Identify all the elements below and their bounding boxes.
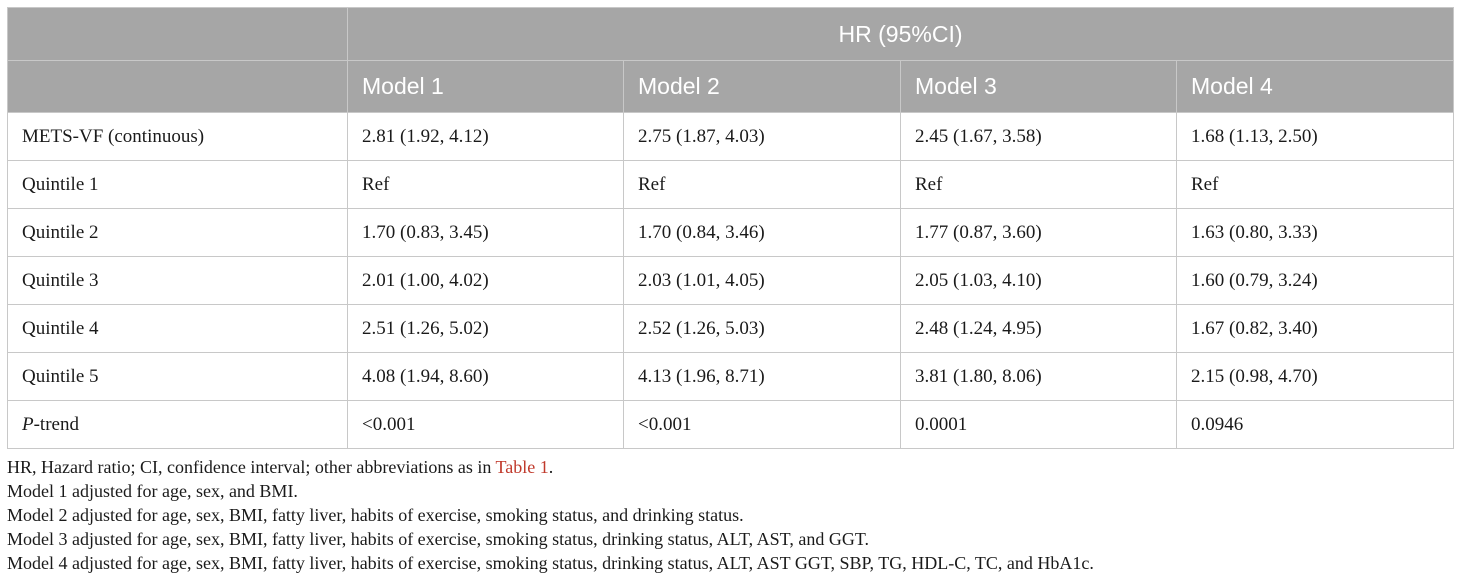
table-cell: Ref: [1175, 160, 1455, 209]
table-1-link[interactable]: Table 1: [495, 457, 549, 477]
table-cell: 1.60 (0.79, 3.24): [1175, 256, 1455, 305]
table-cell: Ref: [623, 160, 901, 209]
model-header-row: Model 1 Model 2 Model 3 Model 4: [7, 60, 1455, 113]
table-cell: 4.13 (1.96, 8.71): [623, 352, 901, 401]
table-cell: 2.81 (1.92, 4.12): [347, 112, 624, 161]
table-cell: 2.52 (1.26, 5.03): [623, 304, 901, 353]
table-body: METS-VF (continuous) 2.81 (1.92, 4.12) 2…: [7, 112, 1455, 449]
table-row: Quintile 2 1.70 (0.83, 3.45) 1.70 (0.84,…: [7, 208, 1455, 257]
footnote-abbreviations: HR, Hazard ratio; CI, confidence interva…: [7, 455, 1453, 479]
ptrend-label-rest: -trend: [33, 413, 79, 435]
row-label: METS-VF (continuous): [7, 112, 348, 161]
table-cell: Ref: [900, 160, 1177, 209]
header-model-1: Model 1: [347, 60, 624, 113]
footnote-model-2: Model 2 adjusted for age, sex, BMI, fatt…: [7, 505, 744, 525]
table-cell: 2.03 (1.01, 4.05): [623, 256, 901, 305]
table-row: Quintile 3 2.01 (1.00, 4.02) 2.03 (1.01,…: [7, 256, 1455, 305]
header-empty-cell: [7, 7, 348, 61]
footnote-abbrev-end: .: [548, 457, 554, 477]
table-cell: 4.08 (1.94, 8.60): [347, 352, 624, 401]
header-model-3: Model 3: [900, 60, 1177, 113]
row-label: Quintile 2: [7, 208, 348, 257]
table-cell: 2.45 (1.67, 3.58): [900, 112, 1177, 161]
table-row: METS-VF (continuous) 2.81 (1.92, 4.12) 2…: [7, 112, 1455, 161]
header-model-4: Model 4: [1175, 60, 1455, 113]
table-cell: 0.0946: [1175, 400, 1455, 449]
table-cell: 1.77 (0.87, 3.60): [900, 208, 1177, 257]
table-cell: 2.05 (1.03, 4.10): [900, 256, 1177, 305]
footnote-model-3: Model 3 adjusted for age, sex, BMI, fatt…: [7, 529, 869, 549]
footnote-model-4: Model 4 adjusted for age, sex, BMI, fatt…: [7, 553, 1094, 573]
table-footnotes: HR, Hazard ratio; CI, confidence interva…: [7, 455, 1453, 575]
table-cell: 1.63 (0.80, 3.33): [1175, 208, 1455, 257]
row-label-ptrend: P-trend: [7, 400, 348, 449]
table-row: Quintile 1 Ref Ref Ref Ref: [7, 160, 1455, 209]
table-cell: 2.51 (1.26, 5.02): [347, 304, 624, 353]
table-cell: 2.48 (1.24, 4.95): [900, 304, 1177, 353]
table-cell: 3.81 (1.80, 8.06): [900, 352, 1177, 401]
table-cell: 1.68 (1.13, 2.50): [1175, 112, 1455, 161]
table-cell: 2.01 (1.00, 4.02): [347, 256, 624, 305]
row-label: Quintile 1: [7, 160, 348, 209]
table-row: Quintile 5 4.08 (1.94, 8.60) 4.13 (1.96,…: [7, 352, 1455, 401]
ptrend-italic-p: P: [22, 413, 34, 435]
table-cell: 1.67 (0.82, 3.40): [1175, 304, 1455, 353]
table-cell: 2.15 (0.98, 4.70): [1175, 352, 1455, 401]
table-cell: Ref: [347, 160, 624, 209]
table-header: HR (95%CI) Model 1 Model 2 Model 3 Model…: [7, 7, 1455, 113]
table-cell: <0.001: [347, 400, 624, 449]
table-cell: 2.75 (1.87, 4.03): [623, 112, 901, 161]
table-cell: <0.001: [623, 400, 901, 449]
table-row: Quintile 4 2.51 (1.26, 5.02) 2.52 (1.26,…: [7, 304, 1455, 353]
footnote-model-1: Model 1 adjusted for age, sex, and BMI.: [7, 481, 298, 501]
header-model-2: Model 2: [623, 60, 901, 113]
row-label: Quintile 4: [7, 304, 348, 353]
table-cell: 1.70 (0.84, 3.46): [623, 208, 901, 257]
table-cell: 0.0001: [900, 400, 1177, 449]
hazard-ratio-table-container: HR (95%CI) Model 1 Model 2 Model 3 Model…: [7, 7, 1455, 449]
row-label: Quintile 3: [7, 256, 348, 305]
header-empty-cell: [7, 60, 348, 113]
table-cell: 1.70 (0.83, 3.45): [347, 208, 624, 257]
footnote-abbrev-text: HR, Hazard ratio; CI, confidence interva…: [7, 457, 496, 477]
hazard-ratio-table: HR (95%CI) Model 1 Model 2 Model 3 Model…: [7, 7, 1455, 449]
table-row-ptrend: P-trend <0.001 <0.001 0.0001 0.0946: [7, 400, 1455, 449]
row-label: Quintile 5: [7, 352, 348, 401]
group-header-hr: HR (95%CI): [346, 7, 1455, 61]
group-header-row: HR (95%CI): [7, 7, 1455, 61]
